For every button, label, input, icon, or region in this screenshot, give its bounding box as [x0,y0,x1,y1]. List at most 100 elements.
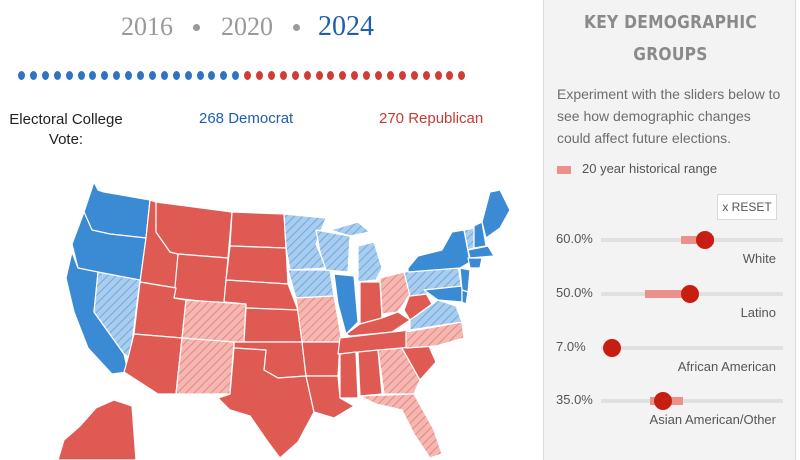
slider-value: 60.0% [556,231,593,246]
state-kansas[interactable] [243,307,303,343]
reset-button[interactable]: x RESET [717,194,777,220]
legend-label: 20 year historical range [582,161,718,176]
democrat-dot [220,71,228,80]
state-wyoming[interactable] [173,253,229,305]
state-alabama[interactable] [357,349,383,397]
electoral-label-line1: Electoral College [9,111,123,128]
state-michigan[interactable] [357,241,383,283]
slider-value: 7.0% [556,339,586,354]
slider-track[interactable] [601,392,783,410]
slider-value: 35.0% [556,392,593,407]
slider-knob[interactable] [653,392,672,410]
electoral-label-line2: Vote: [48,131,84,148]
state-connecticut[interactable] [467,257,483,269]
state-wisconsin[interactable] [315,229,351,273]
state-washington[interactable] [83,181,151,239]
democrat-dot [137,71,144,80]
year-separator-dot [193,24,200,31]
slider-value: 50.0% [556,285,593,300]
republican-dot [398,71,406,80]
state-colorado[interactable] [181,299,247,345]
republican-dot [446,71,454,80]
democrat-dot [113,71,121,80]
state-arizona[interactable] [123,333,183,395]
republican-dot [351,71,359,80]
slider-asian-american-other: 35.0% Asian American/Other [544,392,797,432]
panel-title-line2: GROUPS [633,44,708,65]
republican-dot [244,71,252,80]
republican-dot [279,71,287,80]
demographics-panel: KEY DEMOGRAPHIC GROUPS Experiment with t… [543,0,796,460]
democrat-dot [160,71,168,80]
democrat-dot [41,71,49,80]
democrat-dot [208,71,216,80]
republican-dot [458,71,466,80]
slider-white: 60.0% White [544,231,797,271]
state-michigan-up[interactable] [329,221,371,237]
republican-dot [315,71,323,80]
democrat-dot [196,71,204,80]
state-maine[interactable] [481,189,511,239]
republican-dot [375,71,382,80]
slider-label: African American [677,359,776,374]
democrat-vote-count: 268 Democrat [199,110,294,127]
democrat-dot [125,71,133,80]
slider-knob[interactable] [602,339,621,357]
state-georgia[interactable] [377,347,421,395]
slider-label: Asian American/Other [649,412,776,427]
slider-knob[interactable] [695,231,714,249]
slider-label: Latino [740,305,776,320]
state-nevada[interactable] [93,271,141,359]
republican-dot [434,71,442,80]
slider-track[interactable] [601,285,783,303]
year-tab-2016[interactable]: 2016 [121,12,173,41]
state-illinois[interactable] [333,273,359,335]
state-delaware[interactable] [461,289,469,305]
panel-description: Experiment with the sliders below to see… [557,86,781,146]
republican-dot [363,71,371,80]
slider-african-american: 7.0% African American [544,339,797,379]
year-tab-2024[interactable]: 2024 [318,11,374,42]
republican-dot [339,71,347,80]
republican-dot [422,71,430,80]
republican-vote-count: 270 Republican [379,110,484,127]
slider-track[interactable] [601,339,783,357]
state-south-dakota[interactable] [225,245,289,285]
state-louisiana[interactable] [305,375,355,419]
state-missouri[interactable] [295,295,343,343]
state-mississippi[interactable] [339,351,359,399]
state-massachusetts[interactable] [467,245,495,259]
democrat-dot [172,71,180,80]
slider-latino: 50.0% Latino [544,285,797,325]
state-kentucky[interactable] [345,311,411,337]
slider-knob[interactable] [681,285,700,303]
state-indiana[interactable] [359,281,383,325]
year-selector: 2016 2020 2024 [0,11,500,46]
state-new-mexico[interactable] [175,337,235,395]
state-texas[interactable] [217,347,315,459]
republican-dot [267,71,275,80]
state-virginia[interactable] [409,299,463,331]
slider-label: White [742,251,776,266]
democrat-dot [232,71,240,80]
year-tab-2020[interactable]: 2020 [221,12,273,41]
year-separator-dot [293,24,300,31]
state-alaska[interactable] [58,399,137,460]
state-north-dakota[interactable] [229,211,287,249]
electoral-college-label: Electoral College Vote: [0,110,132,150]
state-iowa[interactable] [287,269,335,299]
democrat-dot [18,71,25,80]
state-arkansas[interactable] [301,341,341,377]
democrat-dot [29,71,37,80]
panel-title-line1: KEY DEMOGRAPHIC [583,12,758,33]
state-ohio[interactable] [379,271,411,315]
historical-range-bar [644,290,696,298]
state-florida[interactable] [359,393,443,459]
democrat-dot [89,71,97,80]
slider-track[interactable] [601,231,783,249]
state-new-jersey[interactable] [459,267,471,293]
state-new-york[interactable] [407,229,471,273]
republican-dot [256,71,263,80]
democrat-dot [101,71,109,80]
republican-dot [386,71,394,80]
